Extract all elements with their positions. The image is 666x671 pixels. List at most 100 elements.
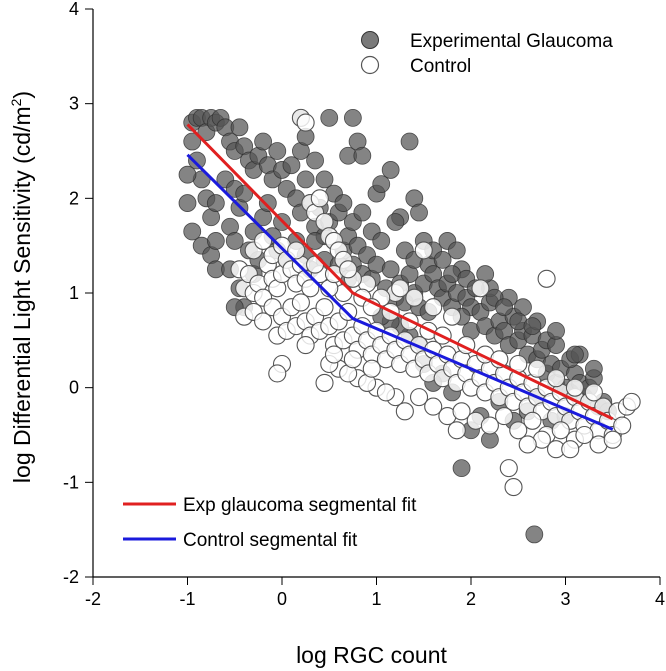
point-control xyxy=(287,241,306,260)
legend-label-exp-fit: Exp glaucoma segmental fit xyxy=(183,495,417,516)
point-control xyxy=(268,364,287,383)
x-tick-label: 2 xyxy=(466,589,476,609)
y-tick-label: 2 xyxy=(69,188,79,208)
point-experimental xyxy=(584,359,603,378)
point-experimental xyxy=(268,142,287,160)
y-axis-title: log Differential Light Sensitivity (cd/m… xyxy=(8,91,35,483)
point-experimental xyxy=(447,241,466,260)
point-experimental xyxy=(306,151,324,170)
point-control xyxy=(391,279,410,298)
point-control xyxy=(499,459,518,478)
control-fit-line xyxy=(186,153,614,431)
point-control xyxy=(480,416,499,435)
point-control xyxy=(343,350,362,369)
point-control xyxy=(575,425,594,445)
y-tick-label: -2 xyxy=(63,567,79,587)
y-tick-label: 0 xyxy=(69,378,79,398)
point-experimental xyxy=(320,108,339,127)
x-tick-label: 1 xyxy=(371,589,381,609)
x-tick-label: 4 xyxy=(655,589,665,609)
x-tick-label: 3 xyxy=(560,589,570,609)
point-control xyxy=(523,411,542,430)
point-experimental xyxy=(525,525,544,544)
point-experimental xyxy=(315,170,334,189)
legend-label-experimental: Experimental Glaucoma xyxy=(410,31,613,52)
point-control xyxy=(452,402,471,421)
point-experimental xyxy=(206,232,225,250)
frame-layer xyxy=(92,9,660,578)
x-tick-label: -2 xyxy=(85,589,101,609)
y-tick-label: -1 xyxy=(63,472,79,492)
fit-lines-layer xyxy=(186,123,614,431)
point-experimental xyxy=(282,156,301,175)
point-experimental xyxy=(495,298,513,317)
point-control xyxy=(362,359,381,378)
points-layer xyxy=(178,108,641,544)
point-experimental xyxy=(433,250,452,269)
legend-points: Experimental Glaucoma Control xyxy=(360,31,613,77)
y-tick-label: 4 xyxy=(69,0,79,19)
point-control xyxy=(254,312,273,331)
legend-lines: Exp glaucoma segmental fit Control segme… xyxy=(123,495,417,551)
point-experimental xyxy=(254,132,273,151)
point-control xyxy=(315,373,334,392)
point-control xyxy=(301,279,320,298)
point-experimental xyxy=(353,146,372,165)
point-control xyxy=(471,279,490,298)
point-control xyxy=(565,378,585,397)
point-control xyxy=(561,440,580,459)
legend-label-control: Control xyxy=(410,56,471,77)
point-control xyxy=(254,231,273,250)
point-control xyxy=(603,430,622,449)
exp-fit-line xyxy=(186,123,614,421)
point-control xyxy=(376,383,396,402)
point-control xyxy=(551,421,570,440)
point-control xyxy=(414,241,433,260)
point-experimental xyxy=(343,108,362,127)
y-axis-title-main: log Differential Light Sensitivity (cd/m xyxy=(9,106,35,483)
axes-layer: -2 -1 0 1 2 3 4 -2 -1 0 1 2 3 4 xyxy=(63,0,665,609)
point-control xyxy=(324,345,344,364)
point-control xyxy=(528,359,547,378)
point-control xyxy=(546,369,566,388)
point-control xyxy=(613,416,632,435)
point-experimental xyxy=(178,194,197,212)
point-experimental xyxy=(523,317,542,336)
point-control xyxy=(584,383,603,402)
point-experimental xyxy=(183,132,202,151)
point-control xyxy=(409,388,429,407)
point-experimental xyxy=(452,459,471,478)
point-experimental xyxy=(372,232,391,250)
point-control xyxy=(315,298,334,317)
point-experimental xyxy=(381,161,400,179)
point-control xyxy=(504,478,523,497)
point-control xyxy=(310,189,329,208)
point-experimental xyxy=(381,260,400,279)
point-experimental xyxy=(183,222,202,241)
x-tick-label: 0 xyxy=(277,589,287,609)
point-experimental xyxy=(296,170,315,189)
point-experimental xyxy=(334,194,353,212)
point-control xyxy=(395,402,414,421)
x-axis-title: log RGC count xyxy=(296,642,447,668)
point-experimental xyxy=(547,321,565,340)
point-experimental xyxy=(400,132,419,151)
legend-marker-control xyxy=(360,55,380,75)
legend-marker-experimental xyxy=(361,31,379,49)
point-control xyxy=(296,336,315,355)
point-control xyxy=(622,392,641,411)
y-tick-label: 3 xyxy=(69,94,79,114)
point-experimental xyxy=(206,194,225,212)
point-experimental xyxy=(178,165,197,184)
point-experimental xyxy=(566,345,584,364)
point-control xyxy=(296,113,315,132)
x-tick-label: -1 xyxy=(179,589,195,609)
point-control xyxy=(537,269,556,288)
point-control xyxy=(339,260,358,279)
point-control xyxy=(509,421,528,440)
point-experimental xyxy=(258,194,277,212)
point-control xyxy=(443,307,462,326)
y-tick-label: 1 xyxy=(69,283,79,303)
point-experimental xyxy=(235,184,254,203)
point-control xyxy=(518,435,537,454)
